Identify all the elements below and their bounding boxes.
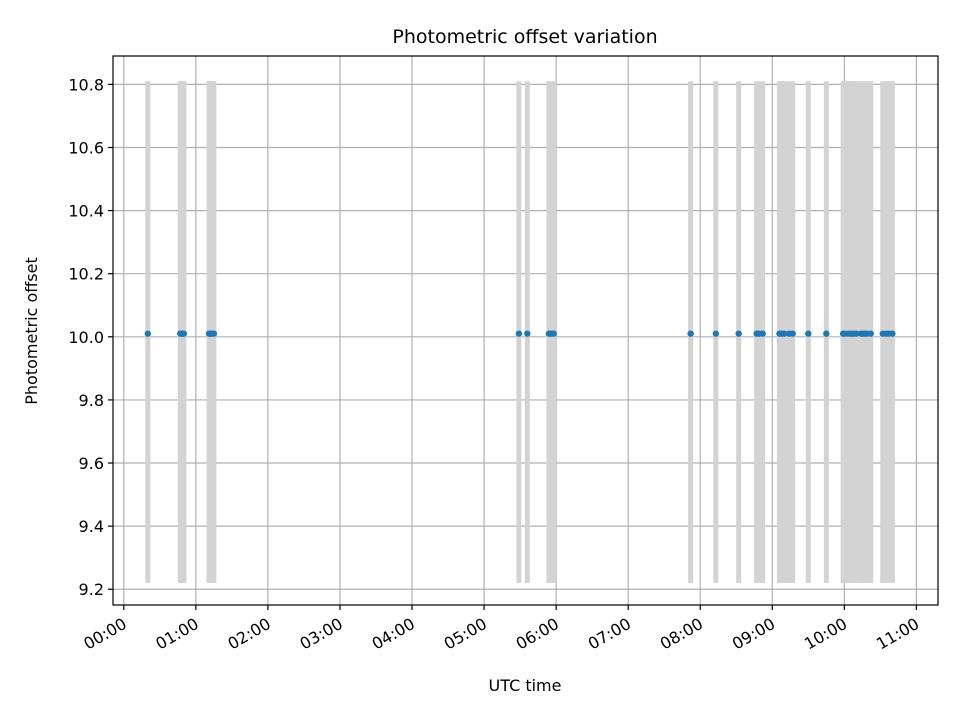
y-tick-label: 10.6	[68, 139, 104, 158]
y-tick-label: 9.2	[79, 580, 104, 599]
data-point	[712, 330, 720, 337]
data-point	[735, 330, 742, 337]
data-point	[180, 330, 188, 337]
data-point	[210, 330, 218, 337]
x-axis-label: UTC time	[489, 676, 562, 695]
data-point	[781, 330, 788, 337]
data-point	[144, 330, 152, 337]
x-tick-label: 04:00	[369, 614, 418, 654]
x-tick-label: 02:00	[224, 614, 273, 654]
y-tick-label: 10.4	[68, 202, 104, 221]
y-tick-label: 10.2	[68, 265, 104, 284]
plot-frame	[112, 55, 939, 606]
x-tick-label: 01:00	[152, 614, 201, 654]
x-tick-label: 09:00	[729, 614, 778, 654]
x-tick-label: 08:00	[657, 614, 706, 654]
x-tick-label: 11:00	[873, 614, 922, 654]
data-point	[759, 330, 766, 337]
x-tick-label: 06:00	[513, 614, 562, 654]
y-axis-label: Photometric offset	[22, 257, 41, 405]
x-tick-label: 03:00	[297, 614, 346, 654]
x-tick-label: 07:00	[585, 614, 634, 654]
data-point	[889, 330, 896, 337]
data-point-layer	[144, 330, 896, 337]
y-tick-label: 10.8	[68, 75, 104, 94]
data-point	[823, 330, 830, 337]
data-point	[515, 330, 523, 337]
data-point	[867, 330, 874, 337]
y-tick-label: 10.0	[68, 328, 104, 347]
x-tick-label: 00:00	[80, 614, 129, 654]
y-tick-label: 9.4	[79, 517, 104, 536]
y-tick-label: 9.8	[79, 391, 104, 410]
data-point	[805, 330, 812, 337]
chart-title: Photometric offset variation	[392, 26, 657, 48]
data-point	[687, 330, 694, 337]
data-point	[789, 330, 796, 337]
data-point	[853, 330, 860, 337]
y-tick-label: 9.6	[79, 454, 104, 473]
x-tick-label: 05:00	[441, 614, 490, 654]
x-tick-label: 10:00	[801, 614, 850, 654]
data-point	[550, 330, 557, 337]
data-point	[524, 330, 531, 337]
